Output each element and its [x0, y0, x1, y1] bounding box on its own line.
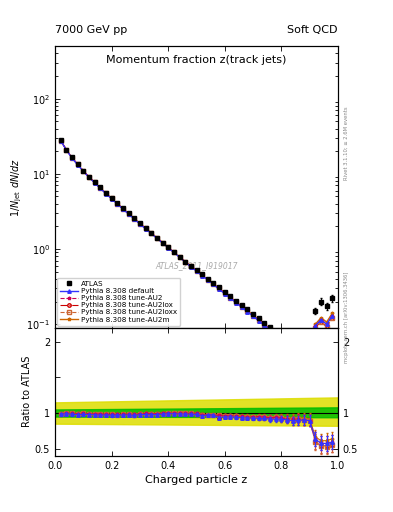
Legend: ATLAS, Pythia 8.308 default, Pythia 8.308 tune-AU2, Pythia 8.308 tune-AU2lox, Py: ATLAS, Pythia 8.308 default, Pythia 8.30… — [57, 278, 180, 326]
Y-axis label: $1/N_\mathrm{jet}\ dN/dz$: $1/N_\mathrm{jet}\ dN/dz$ — [9, 157, 24, 217]
Text: Momentum fraction z(track jets): Momentum fraction z(track jets) — [107, 55, 286, 65]
Text: mcplots.cern.ch [arXiv:1306.3436]: mcplots.cern.ch [arXiv:1306.3436] — [344, 272, 349, 363]
Text: ATLAS_2011_I919017: ATLAS_2011_I919017 — [155, 261, 238, 270]
Y-axis label: Ratio to ATLAS: Ratio to ATLAS — [22, 356, 32, 428]
Text: Soft QCD: Soft QCD — [288, 25, 338, 35]
Text: 7000 GeV pp: 7000 GeV pp — [55, 25, 127, 35]
X-axis label: Charged particle z: Charged particle z — [145, 475, 248, 485]
Text: Rivet 3.1.10; ≥ 2.6M events: Rivet 3.1.10; ≥ 2.6M events — [344, 106, 349, 180]
